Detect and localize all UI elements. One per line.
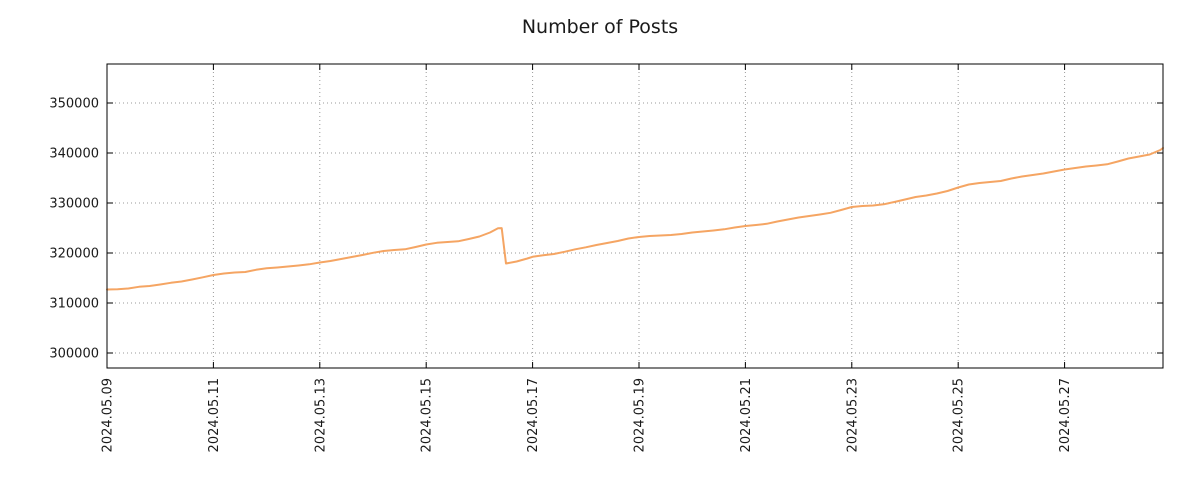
x-tick-label: 2024.05.15 — [420, 378, 435, 452]
x-tick-label: 2024.05.09 — [101, 378, 116, 452]
y-tick-label: 330000 — [49, 197, 99, 212]
x-tick-label: 2024.05.13 — [313, 378, 328, 452]
y-tick-label: 310000 — [49, 297, 99, 312]
x-tick-label: 2024.05.25 — [952, 378, 967, 452]
plot-border — [106, 63, 1164, 369]
y-tick-label: 340000 — [49, 147, 99, 162]
x-tick-label: 2024.05.19 — [632, 378, 647, 452]
x-tick-label: 2024.05.17 — [526, 378, 541, 452]
x-tick-label: 2024.05.21 — [739, 378, 754, 452]
y-tick-label: 350000 — [49, 97, 99, 112]
x-tick-label: 2024.05.11 — [207, 378, 222, 452]
y-tick-label: 320000 — [49, 247, 99, 262]
x-tick-label: 2024.05.23 — [845, 378, 860, 452]
chart-title: Number of Posts — [521, 16, 679, 38]
y-tick-label: 300000 — [49, 347, 99, 362]
posts-series-line — [106, 147, 1164, 291]
x-tick-label: 2024.05.27 — [1058, 378, 1073, 452]
